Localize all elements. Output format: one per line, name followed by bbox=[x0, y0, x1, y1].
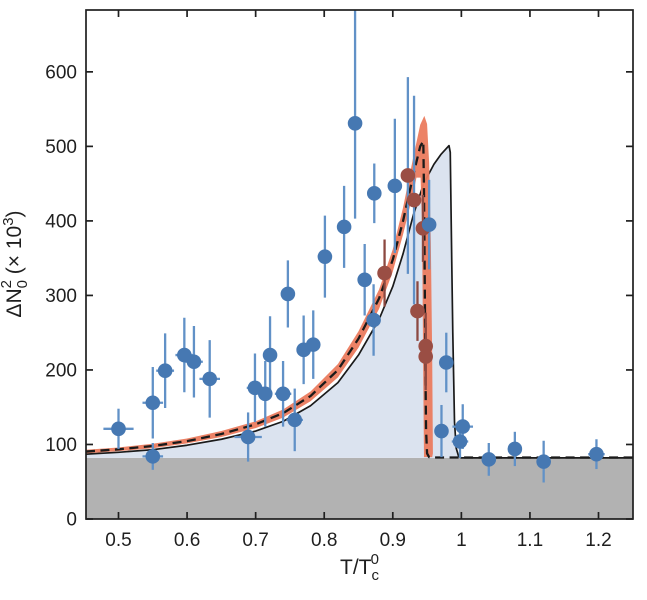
y-tick-label: 100 bbox=[45, 435, 77, 456]
data-point bbox=[202, 371, 218, 387]
plot-area bbox=[86, 10, 633, 519]
x-tick-label: 1.1 bbox=[517, 530, 543, 551]
data-point bbox=[347, 115, 363, 131]
data-point bbox=[455, 419, 471, 434]
data-point bbox=[434, 423, 449, 439]
data-point bbox=[336, 219, 352, 235]
data-point bbox=[186, 354, 202, 370]
data-point bbox=[275, 386, 291, 402]
data-point bbox=[387, 178, 403, 194]
data-point bbox=[536, 454, 551, 469]
y-tick-label: 500 bbox=[45, 137, 77, 158]
x-tick-label: 1 bbox=[456, 530, 467, 551]
data-point bbox=[287, 412, 303, 428]
axes-box bbox=[85, 9, 634, 520]
data-point bbox=[262, 347, 278, 363]
data-point bbox=[507, 441, 523, 457]
theory-dashed-curve bbox=[86, 140, 633, 459]
data-point bbox=[481, 452, 497, 467]
data-point bbox=[366, 312, 381, 328]
x-tick-label: 1.2 bbox=[585, 530, 611, 551]
data-point bbox=[421, 217, 437, 232]
data-point bbox=[157, 363, 173, 378]
data-point bbox=[377, 265, 392, 281]
data-point bbox=[366, 186, 382, 201]
data-point bbox=[145, 449, 161, 464]
data-point bbox=[438, 355, 454, 370]
x-tick-label: 0.8 bbox=[311, 530, 337, 551]
data-point bbox=[400, 168, 416, 183]
data-point bbox=[589, 446, 604, 462]
y-tick-label: 200 bbox=[45, 360, 77, 381]
thermal-background-fill bbox=[86, 457, 633, 519]
data-point bbox=[406, 192, 422, 208]
data-point bbox=[357, 272, 372, 288]
y-tick-label: 400 bbox=[45, 211, 77, 232]
data-point bbox=[452, 434, 468, 449]
data-point bbox=[111, 421, 126, 437]
condensate-fill bbox=[86, 145, 633, 458]
data-point bbox=[257, 386, 273, 402]
y-tick-label: 600 bbox=[45, 62, 77, 83]
data-point bbox=[418, 338, 434, 354]
tick-group: 0.5 0.6 0.7 0.8 0.9 1 1.1 1.2 0 100 200 300 400 500 60… bbox=[45, 10, 633, 551]
data-point bbox=[280, 286, 296, 302]
data-point bbox=[145, 395, 161, 411]
y-axis-label: ΔN02 (× 103) bbox=[0, 210, 31, 317]
y-tick-label: 300 bbox=[45, 286, 77, 307]
data-point bbox=[418, 349, 434, 364]
x-tick-label: 0.7 bbox=[242, 530, 268, 551]
data-point bbox=[305, 337, 321, 352]
x-axis-label: T/Tc0 bbox=[340, 551, 380, 584]
data-point bbox=[240, 429, 256, 445]
x-tick-label: 0.9 bbox=[380, 530, 406, 551]
x-tick-label: 0.5 bbox=[105, 530, 131, 551]
y-tick-label: 0 bbox=[66, 510, 77, 531]
data-point bbox=[317, 249, 333, 264]
data-point-group bbox=[111, 115, 604, 469]
data-point bbox=[410, 303, 425, 319]
x-tick-label: 0.6 bbox=[174, 530, 200, 551]
